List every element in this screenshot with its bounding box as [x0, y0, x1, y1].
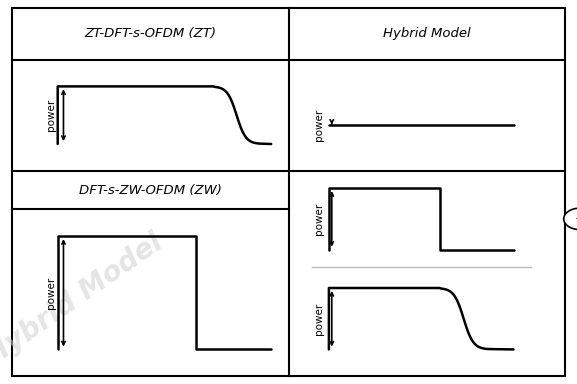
Text: power: power [314, 303, 324, 335]
Text: Hybrid Model: Hybrid Model [0, 228, 168, 371]
Text: Hybrid Model: Hybrid Model [383, 27, 471, 40]
Text: power: power [314, 203, 324, 235]
Text: power: power [46, 99, 56, 131]
Text: +: + [575, 214, 577, 224]
Text: ZT-DFT-s-OFDM (ZT): ZT-DFT-s-OFDM (ZT) [84, 27, 216, 40]
Text: DFT-s-ZW-OFDM (ZW): DFT-s-ZW-OFDM (ZW) [78, 184, 222, 197]
Text: power: power [314, 109, 324, 141]
Text: power: power [46, 277, 56, 309]
Circle shape [564, 208, 577, 230]
